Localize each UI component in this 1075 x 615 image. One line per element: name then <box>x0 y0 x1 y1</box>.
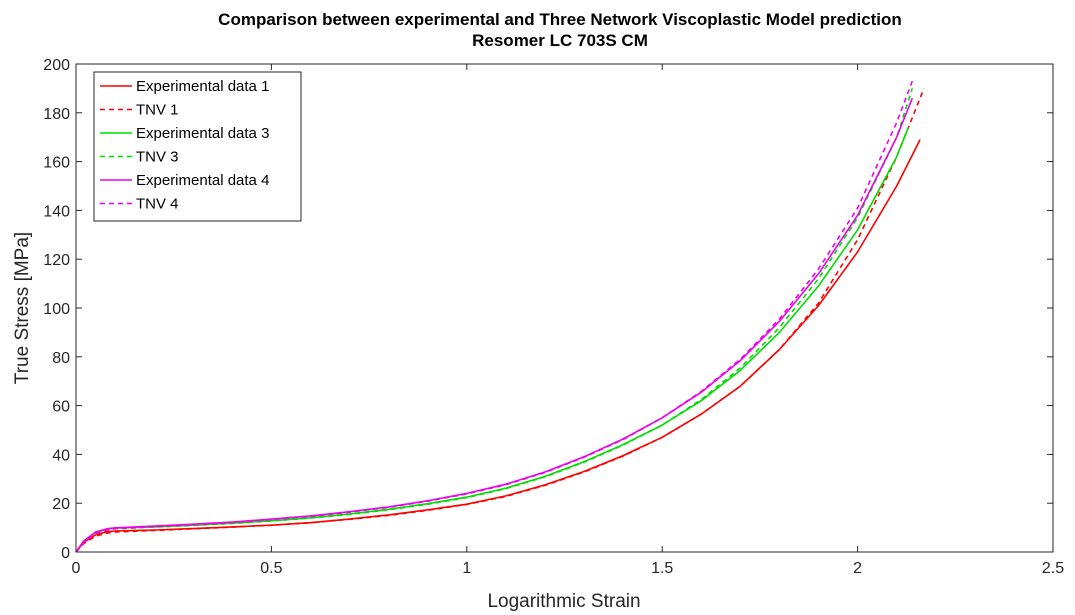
x-axis-ticks: 0 0.5 1 1.5 2 2.5 <box>72 64 1064 577</box>
series-line-tnv-1 <box>75 88 925 553</box>
x-tick-label: 2 <box>853 560 862 577</box>
y-tick-label: 20 <box>52 496 70 513</box>
y-tick-label: 0 <box>61 545 70 562</box>
chart-subtitle: Resomer LC 703S CM <box>472 31 648 50</box>
legend-label: Experimental data 3 <box>136 125 269 142</box>
legend-label: TNV 4 <box>136 196 179 213</box>
y-tick-label: 80 <box>52 350 70 367</box>
legend-label: Experimental data 1 <box>136 78 269 95</box>
y-tick-label: 100 <box>43 301 70 318</box>
x-tick-label: 1.5 <box>651 560 673 577</box>
x-axis-label: Logarithmic Strain <box>487 591 640 612</box>
x-tick-label: 0.5 <box>260 560 282 577</box>
x-tick-label: 0 <box>72 560 81 577</box>
y-tick-label: 200 <box>43 57 70 74</box>
legend-label: TNV 3 <box>136 149 179 166</box>
legend: Experimental data 1 TNV 1 Experimental dat… <box>93 71 302 222</box>
y-tick-label: 60 <box>52 399 70 416</box>
series-line-tnv-3 <box>75 88 914 553</box>
series-lines <box>75 80 925 553</box>
legend-box <box>93 71 302 222</box>
legend-label: Experimental data 4 <box>136 172 269 189</box>
y-axis-label: True Stress [MPa] <box>12 232 33 384</box>
y-tick-label: 120 <box>43 252 70 269</box>
x-tick-label: 1 <box>462 560 471 577</box>
y-tick-label: 160 <box>43 155 70 172</box>
plot-frame <box>75 63 1054 553</box>
x-tick-label: 2.5 <box>1042 560 1064 577</box>
y-tick-label: 180 <box>43 106 70 123</box>
y-tick-label: 140 <box>43 203 70 220</box>
chart-title: Comparison between experimental and Thre… <box>218 10 902 29</box>
series-line-tnv-4 <box>75 80 914 553</box>
y-tick-label: 40 <box>52 447 70 464</box>
legend-label: TNV 1 <box>136 102 179 119</box>
